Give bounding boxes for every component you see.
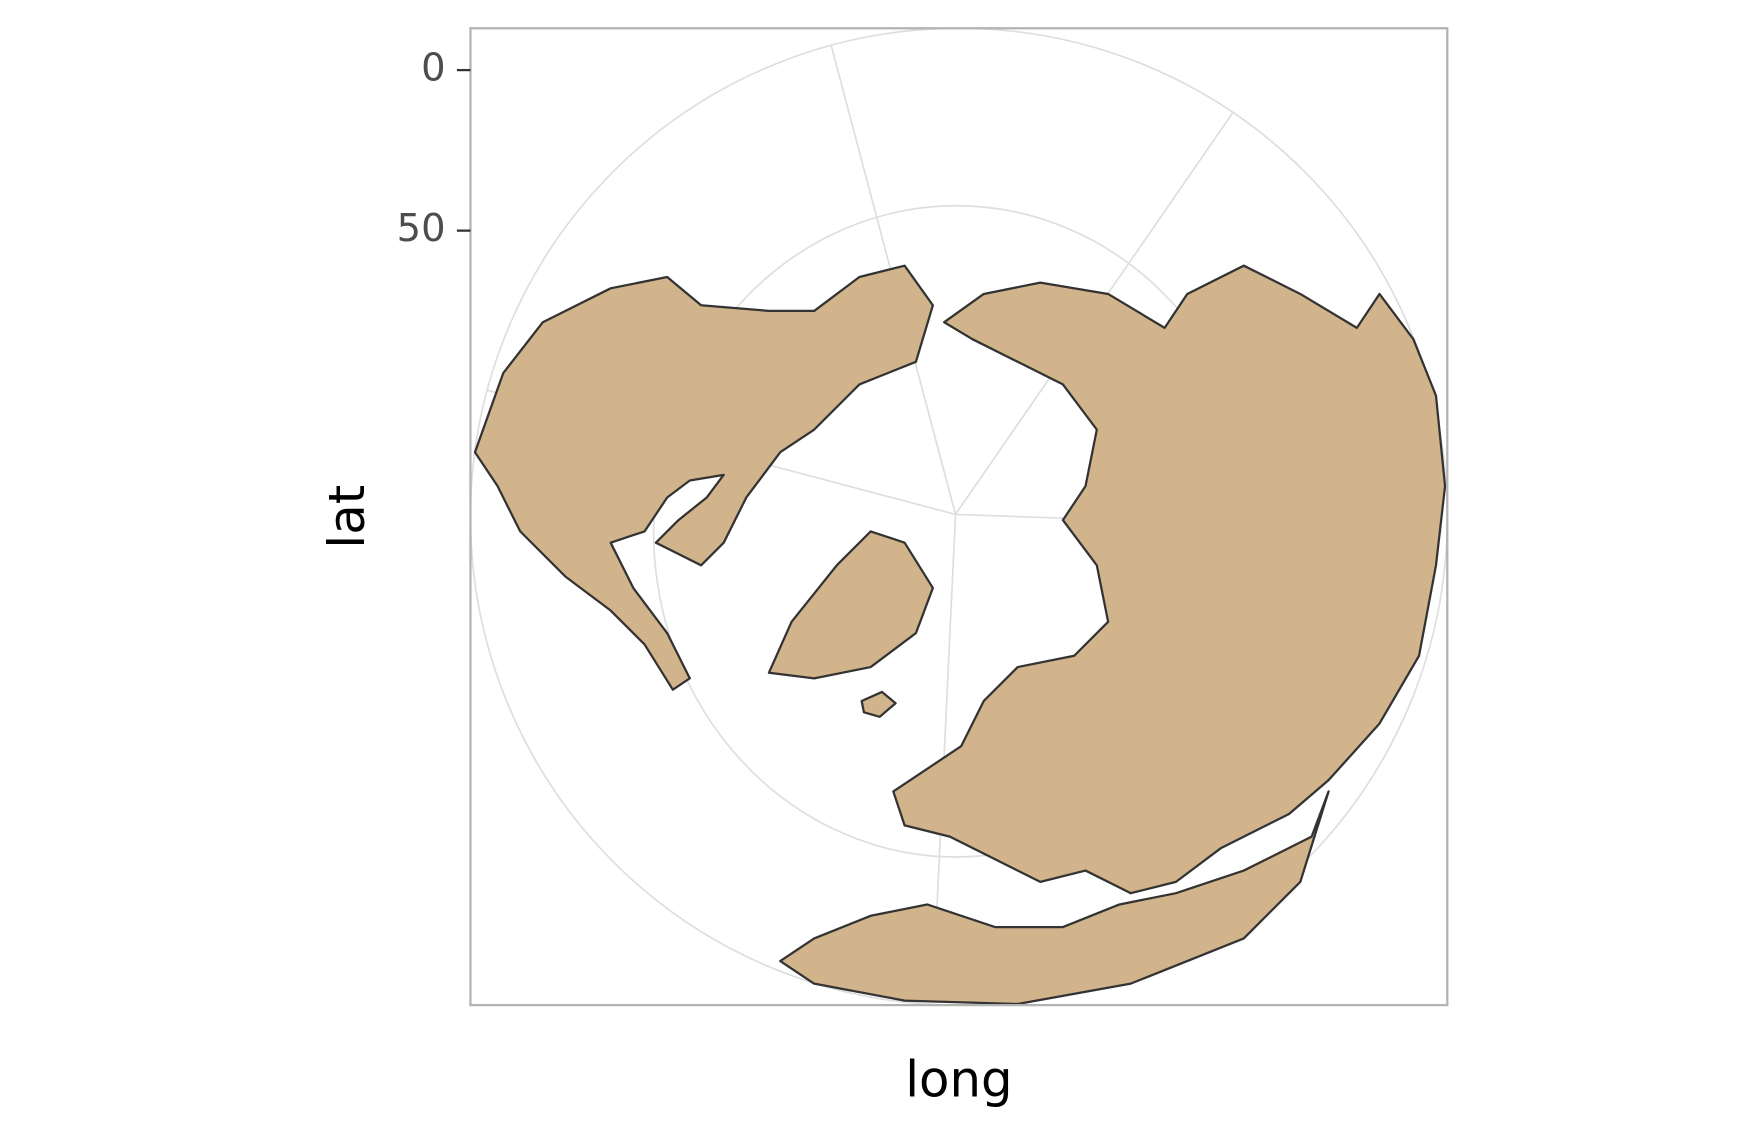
africa xyxy=(779,790,1330,1006)
panel-border xyxy=(469,27,1449,1007)
y-tick-label: 0 xyxy=(421,46,445,91)
x-axis-label: long xyxy=(905,1051,1012,1109)
y-tick-label: 50 xyxy=(397,206,446,251)
iceland xyxy=(860,690,897,718)
eurasia xyxy=(892,264,1447,895)
y-axis-label: lat xyxy=(318,485,376,549)
map-panel xyxy=(470,28,1448,1006)
north-america xyxy=(473,264,935,691)
greenland xyxy=(767,530,935,680)
